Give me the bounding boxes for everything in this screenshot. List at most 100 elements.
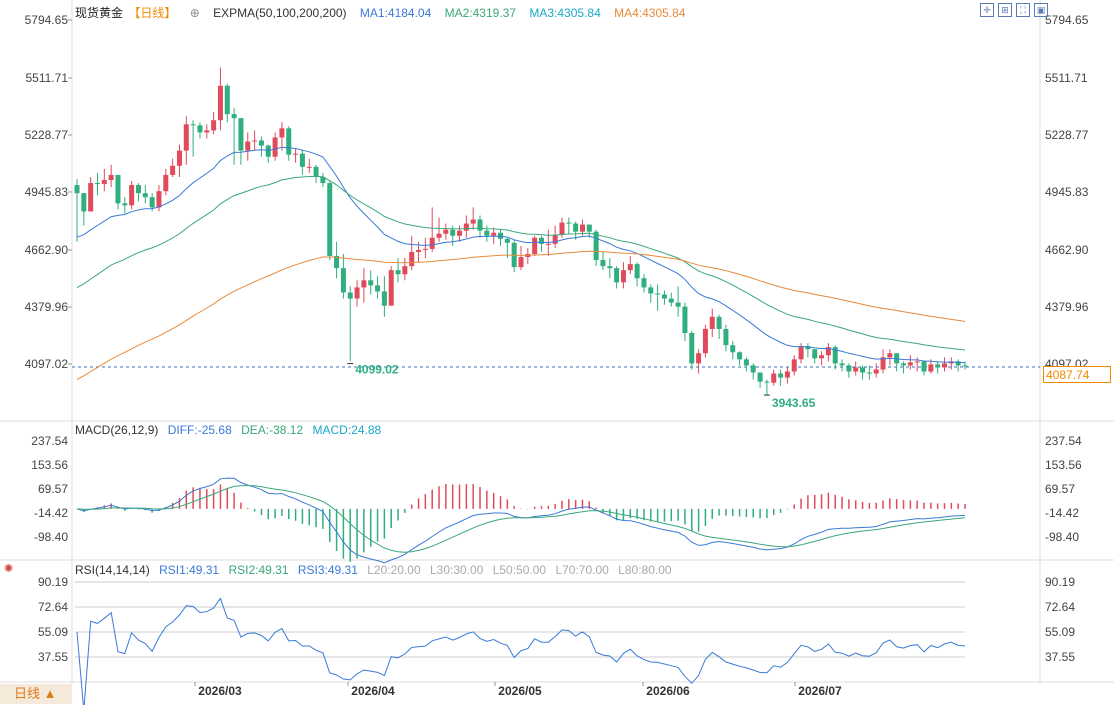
macd-diff-line: [76, 477, 966, 564]
candle-body: [538, 237, 544, 244]
indicator-name: EXPMA(50,100,200,200): [213, 6, 347, 20]
candle-body: [142, 193, 148, 198]
l70-value: L70:70.00: [555, 563, 609, 577]
candle-body: [170, 165, 176, 175]
macd-header: MACD(26,12,9) DIFF:-25.68 DEA:-38.12 MAC…: [75, 423, 387, 439]
candle-body: [340, 268, 346, 293]
rsi-y-tick-right: 55.09: [1045, 625, 1075, 639]
candle-body: [402, 266, 408, 275]
candle-body: [484, 230, 490, 236]
candle-body: [313, 166, 319, 177]
candle-body: [183, 124, 189, 151]
candle-body: [825, 347, 831, 356]
candle-body: [272, 137, 278, 157]
candle-body: [320, 176, 326, 184]
ma3-value: MA3:4305.84: [529, 6, 601, 20]
candle-body: [88, 183, 94, 212]
candle-body: [860, 367, 866, 373]
candle-body: [682, 306, 688, 334]
candle-body: [627, 264, 633, 271]
candle-body: [552, 234, 558, 244]
candle-body: [620, 270, 626, 283]
y-tick-label-right: 5228.77: [1045, 128, 1089, 142]
ma1-line: [76, 146, 966, 364]
candle-body: [819, 355, 825, 359]
candle-body: [641, 278, 647, 288]
candle-body: [245, 141, 251, 151]
candle-body: [286, 128, 292, 155]
y-tick-label-left: 5228.77: [25, 128, 69, 142]
y-tick-label-right: 5794.65: [1045, 13, 1089, 27]
candle-body: [532, 237, 538, 254]
x-tick-label: 2026/06: [646, 684, 690, 698]
l20-value: L20:20.00: [367, 563, 421, 577]
candle-body: [757, 372, 763, 382]
macd-y-tick-right: -14.42: [1045, 506, 1079, 520]
candle-body: [108, 174, 114, 181]
fullscreen-icon[interactable]: ⛶: [1016, 3, 1030, 17]
candle-body: [579, 224, 585, 232]
candle-body: [265, 145, 271, 157]
macd-y-tick-left: 237.54: [31, 434, 68, 448]
y-tick-label-left: 5511.71: [26, 71, 69, 85]
macd-y-tick-right: 69.57: [1045, 482, 1075, 496]
crosshair-icon[interactable]: ✛: [980, 3, 994, 17]
settings-icon[interactable]: ⊕: [189, 6, 200, 20]
main-chart-header: 现货黄金 【日线】 ⊕ EXPMA(50,100,200,200) MA1:41…: [75, 4, 695, 20]
rsi-y-tick-right: 90.19: [1045, 575, 1075, 589]
candle-body: [709, 316, 715, 329]
candle-body: [190, 124, 196, 126]
candle-body: [607, 266, 613, 269]
candle-body: [634, 264, 640, 279]
candle-body: [914, 361, 920, 363]
candle-body: [149, 197, 155, 208]
candle-body: [600, 260, 606, 267]
candle-body: [129, 185, 135, 206]
candle-body: [668, 298, 674, 303]
candle-body: [771, 373, 777, 383]
candle-body: [327, 183, 333, 256]
candle-body: [347, 292, 353, 299]
macd-y-tick-left: -14.42: [34, 506, 68, 520]
candle-body: [470, 219, 476, 224]
candle-body: [573, 223, 579, 232]
y-tick-label-right: 5511.71: [1045, 71, 1088, 85]
period-label[interactable]: 【日线】: [128, 6, 177, 20]
y-tick-label-right: 4379.96: [1045, 300, 1089, 314]
candle-body: [702, 328, 708, 354]
candle-body: [279, 128, 285, 138]
candle-body: [955, 361, 961, 366]
candle-body: [921, 361, 927, 372]
macd-y-tick-left: 69.57: [38, 482, 68, 496]
candle-body: [293, 153, 299, 155]
candle-body: [354, 287, 360, 299]
candle-body: [784, 371, 790, 378]
candle-body: [839, 363, 845, 366]
macd-diff: DIFF:-25.68: [167, 423, 232, 437]
candle-body: [942, 363, 948, 368]
candle-body: [962, 365, 968, 367]
x-tick-label: 2026/04: [351, 684, 395, 698]
candle-body: [880, 357, 886, 370]
sun-icon[interactable]: ✺: [4, 563, 14, 575]
rsi-y-tick-right: 37.55: [1045, 650, 1075, 664]
zoom-icon[interactable]: ⊞: [998, 3, 1012, 17]
candle-body: [101, 180, 107, 185]
low-annotation: 4099.02: [355, 363, 399, 377]
candle-body: [504, 238, 510, 243]
x-tick-label: 2026/05: [498, 684, 542, 698]
period-button[interactable]: 日线 ▲: [0, 684, 72, 704]
macd-y-tick-left: 153.56: [31, 458, 68, 472]
candle-body: [935, 364, 941, 368]
save-icon[interactable]: ▣: [1034, 3, 1048, 17]
candle-body: [750, 365, 756, 373]
candle-body: [409, 251, 415, 267]
candle-body: [176, 150, 182, 166]
candle-body: [730, 345, 736, 353]
candle-body: [907, 362, 913, 366]
l50-value: L50:50.00: [492, 563, 547, 577]
candle-body: [211, 120, 217, 131]
rsi-y-tick-right: 72.64: [1045, 600, 1075, 614]
candle-body: [368, 280, 374, 286]
candle-body: [388, 270, 394, 306]
